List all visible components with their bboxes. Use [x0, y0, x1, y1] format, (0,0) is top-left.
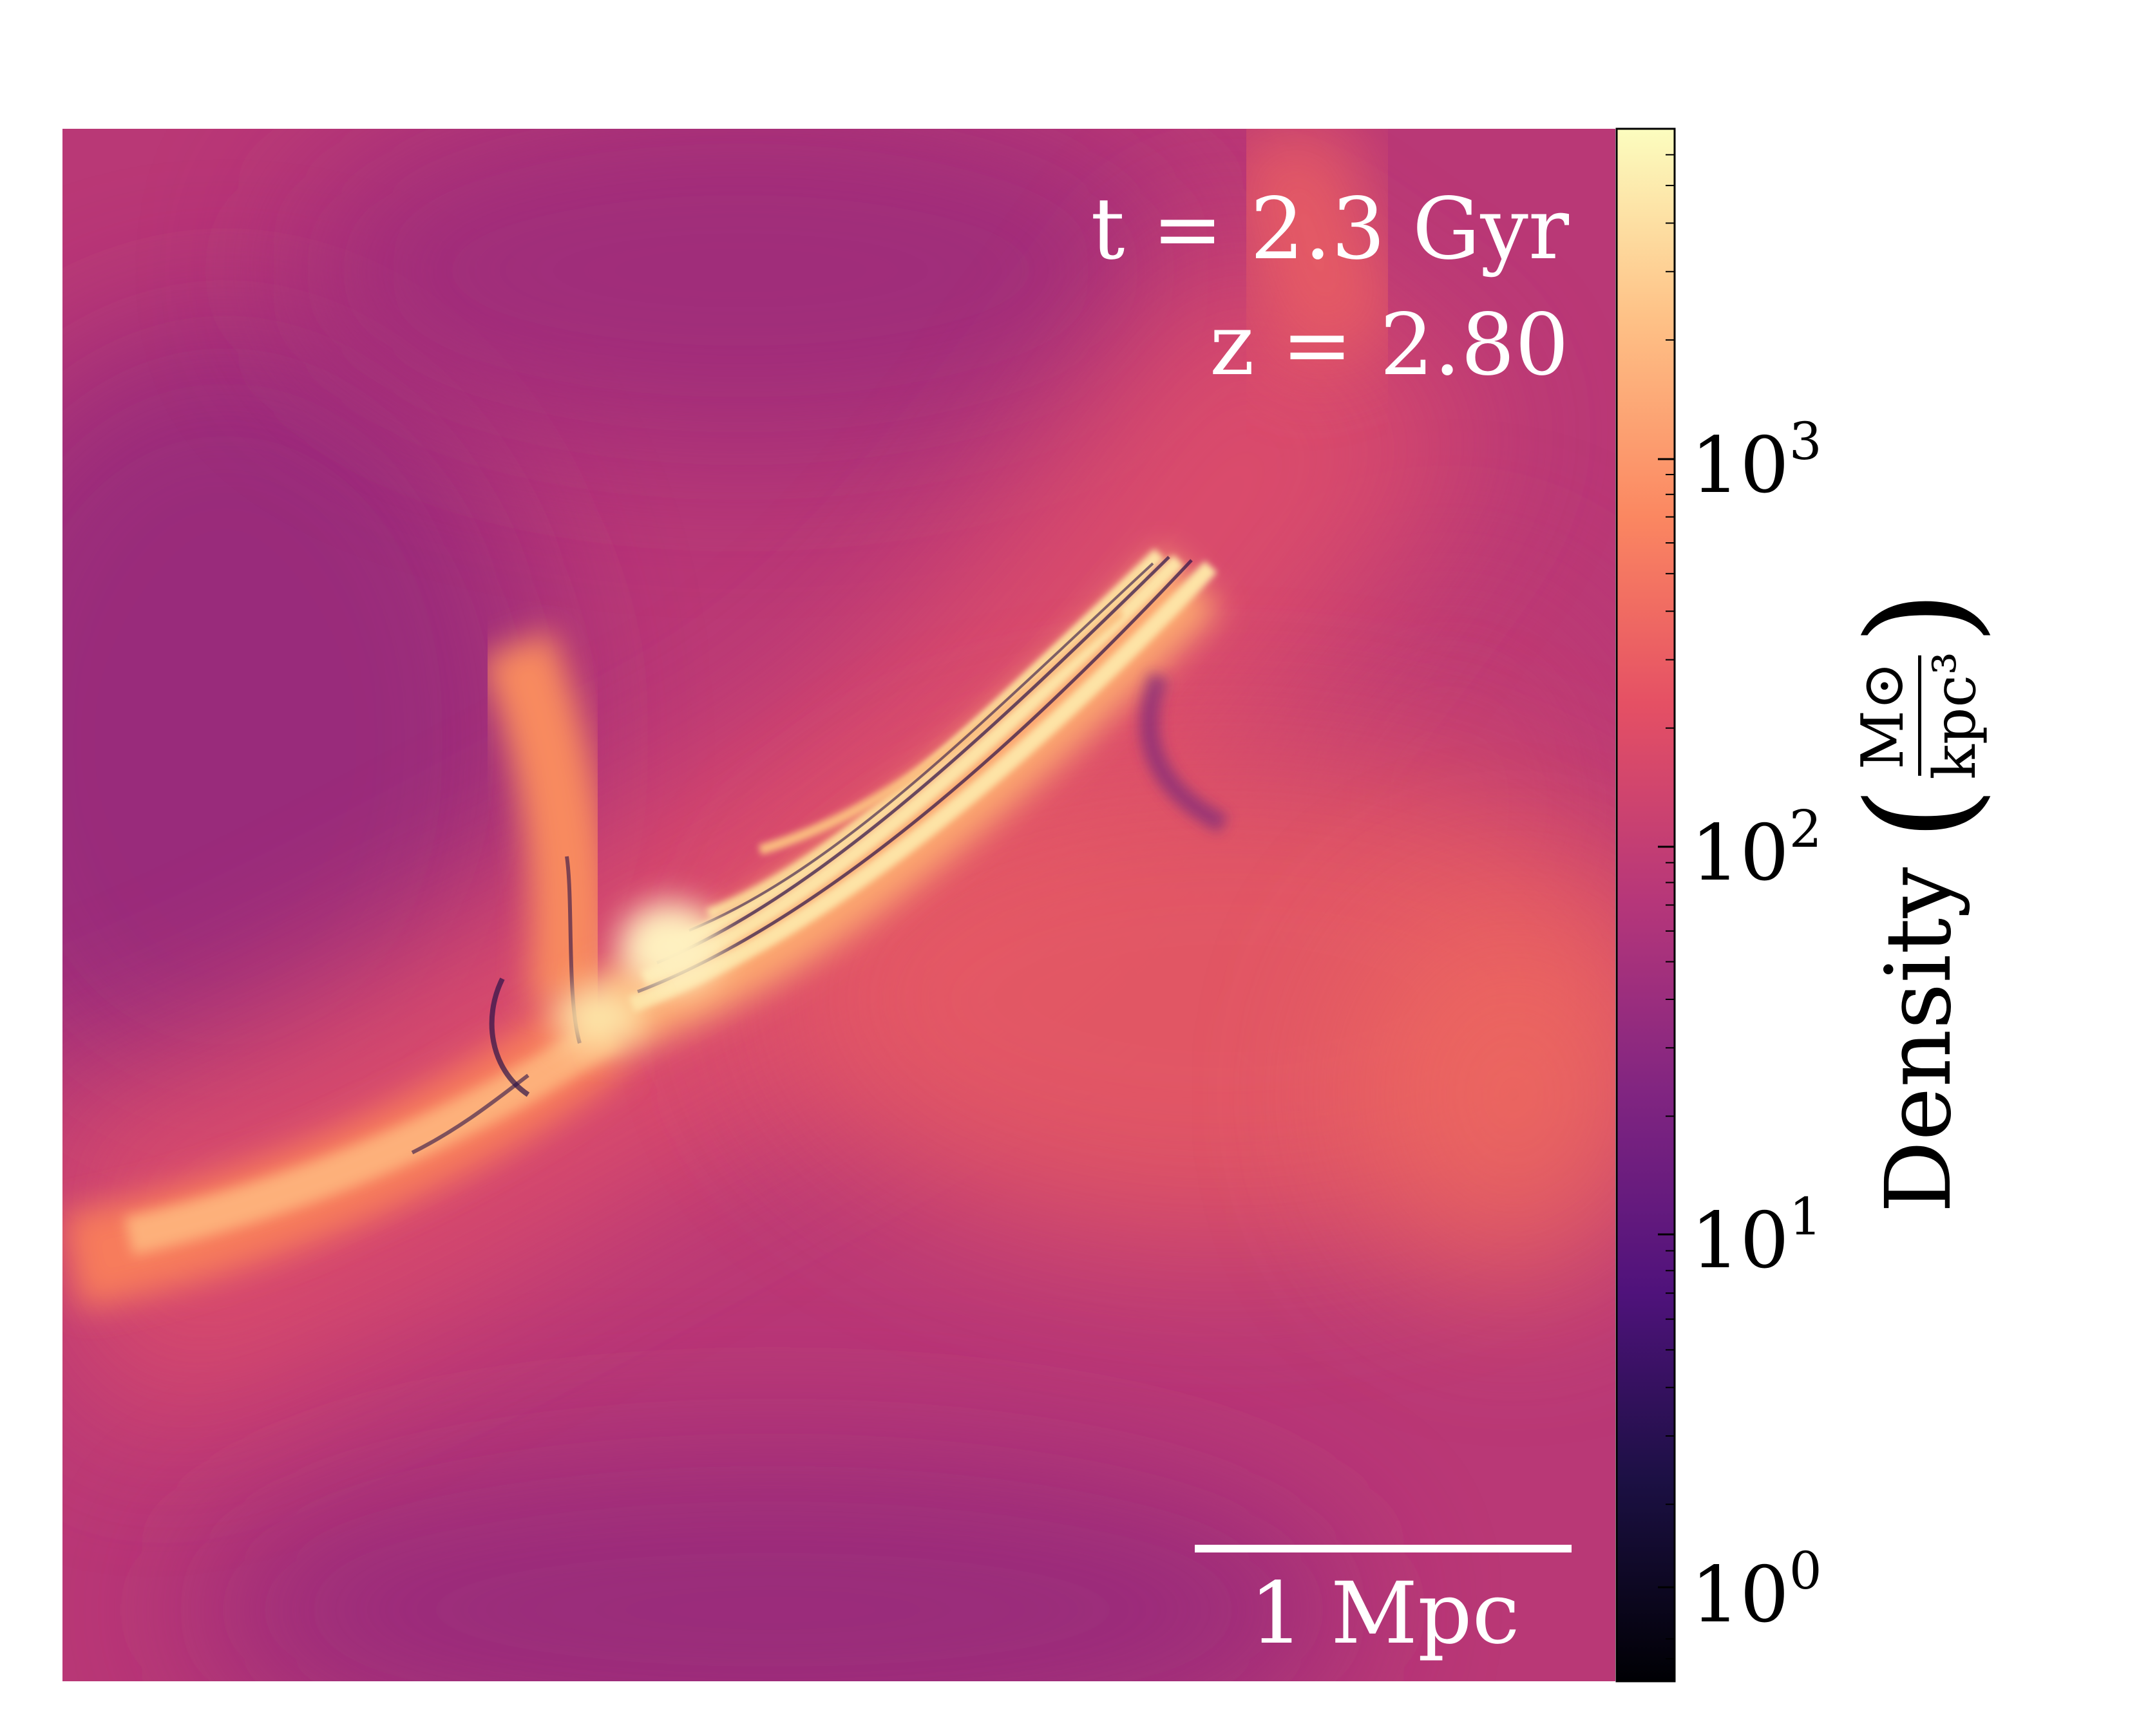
colorbar-tick-label: 103 [1691, 411, 1822, 511]
unit-denominator: kpc³ [1921, 652, 1989, 780]
unit-numerator: M⊙ [1849, 655, 1921, 777]
colorbar-major-ticks [1658, 458, 1675, 1589]
colorbar-tick-label: 100 [1691, 1541, 1822, 1640]
density-map [62, 129, 1615, 1681]
colorbar [1615, 127, 1676, 1683]
colorbar-minor-ticks [1666, 128, 1675, 1682]
colorbar-gradient [1617, 129, 1675, 1681]
unit-open-paren: ( [1837, 786, 2002, 842]
colorbar-axis-label: Density ( M⊙ kpc³ ) [1837, 590, 2002, 1213]
time-label: t = 2.3 Gyr [1090, 180, 1569, 279]
scale-bar-label: 1 Mpc [1250, 1564, 1520, 1663]
colorbar-tick-label: 102 [1691, 799, 1822, 898]
colorbar-unit: ( M⊙ kpc³ ) [1837, 590, 2002, 842]
redshift-label: z = 2.80 [1210, 296, 1569, 395]
colorbar-tick-label: 101 [1691, 1187, 1822, 1286]
unit-fraction: M⊙ kpc³ [1849, 652, 1989, 780]
colorbar-label-text: Density [1867, 867, 1972, 1213]
unit-close-paren: ) [1837, 590, 2002, 646]
